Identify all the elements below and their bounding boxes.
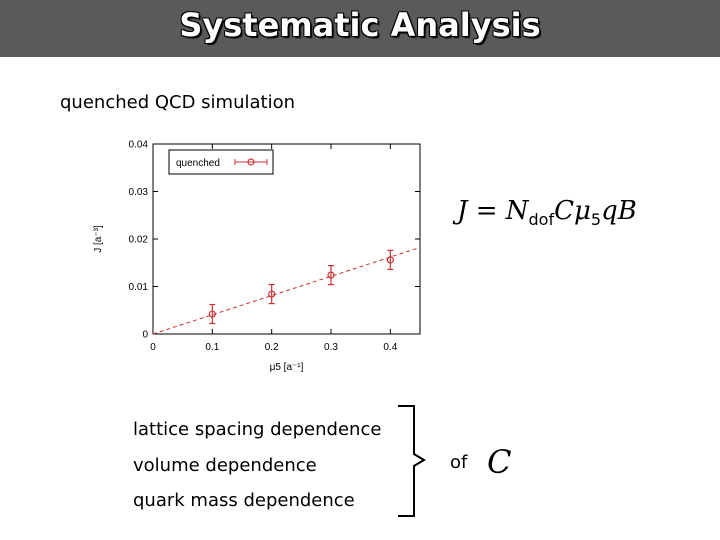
y-tick-label: 0 (142, 330, 148, 341)
formula-qb: qB (601, 196, 637, 226)
x-axis-label: μ5 [a⁻¹] (270, 362, 304, 373)
chart: 0 0.01 0.02 0.03 0.04 0 0.1 0.2 0.3 0.4 μ5 [a⁻¹] J … (93, 140, 421, 373)
x-tick-label: 0.1 (205, 342, 219, 353)
y-tick-label: 0.04 (129, 140, 149, 151)
y-axis-label: J [a⁻³] (93, 225, 104, 253)
x-tick-label: 0 (150, 342, 156, 353)
subtitle: quenched QCD simulation (60, 92, 295, 113)
data-point (268, 290, 276, 298)
y-tick-label: 0.03 (129, 187, 149, 198)
dependence-volume: volume dependence (133, 455, 317, 476)
dependence-lattice-spacing: lattice spacing dependence (133, 419, 382, 440)
fit-line (152, 246, 421, 335)
of-label: of (450, 452, 468, 473)
x-tick-label: 0.3 (324, 342, 338, 353)
formula-mu-sub: 5 (590, 210, 602, 230)
legend-box (168, 149, 274, 175)
formula-c-mu: Cμ (554, 196, 591, 226)
c-symbol: C (487, 443, 512, 481)
formula-lhs: J (457, 196, 468, 226)
y-tick-label: 0.01 (129, 282, 149, 293)
title-bar (0, 0, 720, 57)
formula-n-sub: dof (528, 210, 555, 230)
data-point (208, 310, 216, 318)
legend-label: quenched (176, 158, 220, 169)
x-tick-label: 0.4 (383, 342, 397, 353)
formula: J = NdofCμ5qB (457, 196, 637, 229)
data-point (327, 271, 335, 279)
data-point (386, 256, 394, 264)
legend-marker (247, 158, 255, 166)
slide-title: Systematic Analysis (179, 6, 541, 44)
dependence-quark-mass: quark mass dependence (133, 490, 355, 511)
formula-eq: = (467, 196, 506, 226)
y-tick-label: 0.02 (129, 235, 149, 246)
x-tick-label: 0.2 (265, 342, 279, 353)
right-brace (398, 405, 426, 517)
formula-n: N (505, 196, 529, 226)
